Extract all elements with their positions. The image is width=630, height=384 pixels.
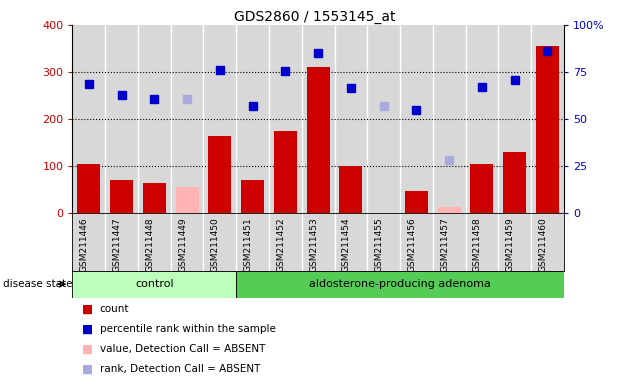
Bar: [274, 131, 297, 213]
Bar: [72, 271, 236, 298]
Text: GSM211460: GSM211460: [539, 218, 547, 273]
Bar: [176, 187, 198, 213]
Text: ■: ■: [82, 362, 93, 376]
Text: ■: ■: [82, 323, 93, 336]
Text: GSM211450: GSM211450: [211, 218, 220, 273]
Text: GSM211447: GSM211447: [113, 218, 122, 272]
Bar: [471, 164, 493, 213]
Bar: [536, 46, 559, 213]
Bar: [466, 25, 498, 213]
Bar: [72, 25, 105, 213]
Text: GSM211455: GSM211455: [375, 218, 384, 273]
Bar: [433, 25, 466, 213]
Text: GSM211449: GSM211449: [178, 218, 187, 272]
Bar: [438, 207, 461, 213]
Text: rank, Detection Call = ABSENT: rank, Detection Call = ABSENT: [100, 364, 260, 374]
Bar: [498, 25, 531, 213]
Text: value, Detection Call = ABSENT: value, Detection Call = ABSENT: [100, 344, 265, 354]
Bar: [335, 25, 367, 213]
Bar: [503, 152, 526, 213]
Bar: [367, 25, 400, 213]
Text: GSM211452: GSM211452: [277, 218, 285, 272]
Bar: [143, 182, 166, 213]
Bar: [236, 25, 269, 213]
Text: ■: ■: [82, 303, 93, 316]
Bar: [110, 180, 133, 213]
Text: GSM211451: GSM211451: [244, 218, 253, 273]
Bar: [531, 25, 564, 213]
Text: GSM211446: GSM211446: [80, 218, 89, 272]
Text: GSM211458: GSM211458: [473, 218, 482, 273]
Bar: [302, 25, 335, 213]
Bar: [171, 25, 203, 213]
Text: GSM211453: GSM211453: [309, 218, 318, 273]
Text: control: control: [135, 279, 174, 289]
Bar: [77, 164, 100, 213]
Bar: [405, 190, 428, 213]
Text: GSM211448: GSM211448: [146, 218, 154, 272]
Text: aldosterone-producing adenoma: aldosterone-producing adenoma: [309, 279, 491, 289]
Bar: [307, 67, 329, 213]
Bar: [400, 25, 433, 213]
Bar: [138, 25, 171, 213]
Text: count: count: [100, 304, 129, 314]
Bar: [105, 25, 138, 213]
Bar: [236, 271, 564, 298]
Text: ■: ■: [82, 343, 93, 356]
Bar: [203, 25, 236, 213]
Bar: [340, 181, 362, 213]
Text: GSM211459: GSM211459: [506, 218, 515, 273]
Text: GDS2860 / 1553145_at: GDS2860 / 1553145_at: [234, 10, 396, 23]
Text: GSM211456: GSM211456: [408, 218, 416, 273]
Text: disease state: disease state: [3, 279, 72, 289]
Text: percentile rank within the sample: percentile rank within the sample: [100, 324, 275, 334]
Bar: [269, 25, 302, 213]
Bar: [209, 136, 231, 213]
Text: GSM211457: GSM211457: [440, 218, 449, 273]
Bar: [340, 166, 362, 213]
Text: GSM211454: GSM211454: [342, 218, 351, 272]
Bar: [241, 180, 264, 213]
